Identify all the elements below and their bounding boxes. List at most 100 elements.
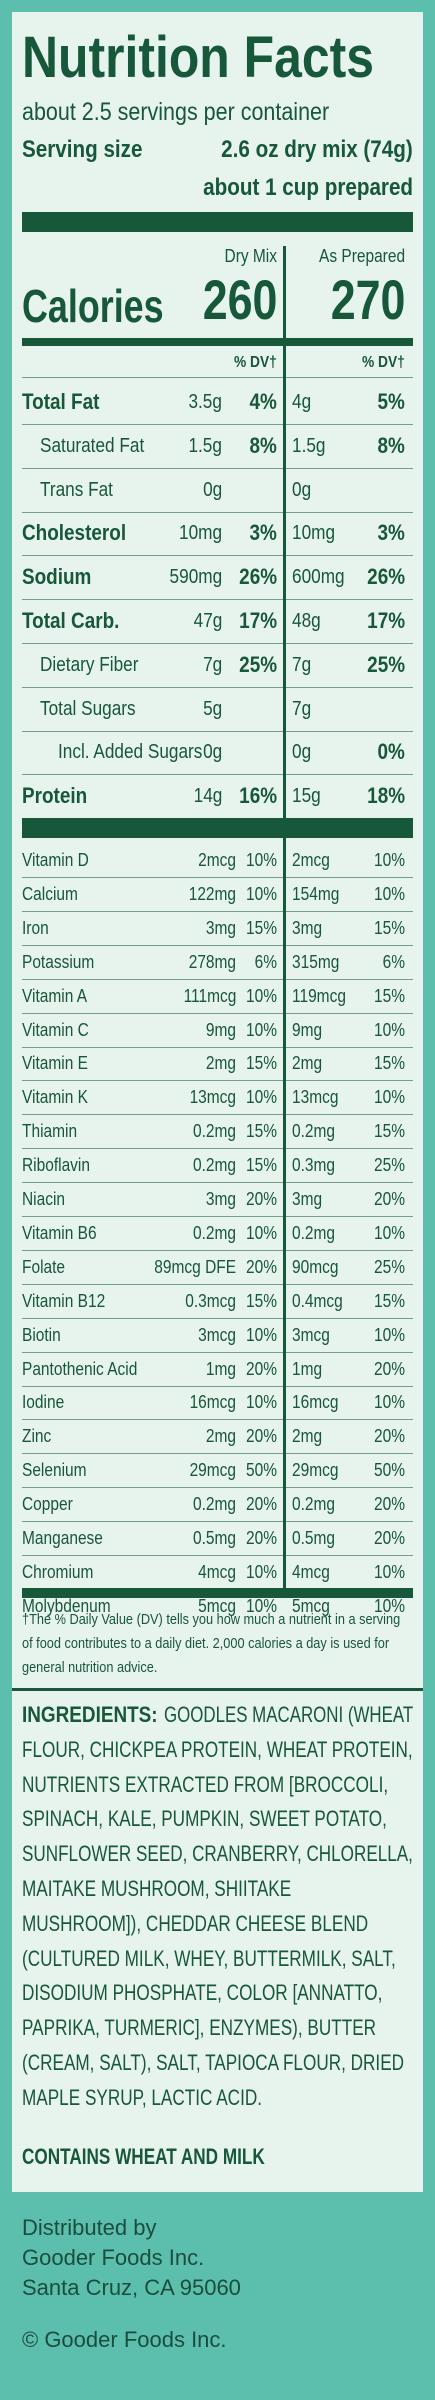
calories-value: 260 (202, 268, 277, 331)
ingredients-line: PAPRIKA, TURMERIC], ENZYMES), BUTTER (22, 2015, 377, 2041)
calories-label: Calories (22, 280, 164, 332)
dry-dv: 10% (246, 1087, 277, 1108)
nutrient-name: Dietary Fiber (40, 653, 139, 676)
medium-bar (22, 1588, 413, 1598)
prep-dv: 10% (374, 1595, 405, 1616)
dry-dv: 15% (246, 917, 277, 938)
dry-amount: 590mg (169, 566, 222, 589)
nutrient-name: Trans Fat (40, 478, 113, 501)
prep-dv: 25% (367, 651, 405, 677)
vitamin-name: Biotin (22, 1324, 61, 1345)
prep-dv: 15% (374, 1290, 405, 1311)
medium-bar (22, 338, 413, 346)
vitamin-name: Vitamin B6 (22, 1222, 97, 1243)
dry-amount: 0.5mg (192, 1528, 236, 1548)
row-rule (22, 1249, 413, 1251)
dry-dv: 4% (249, 389, 277, 414)
servings: about 2.5 servings per container (22, 97, 330, 126)
title: Nutrition Facts (22, 25, 374, 90)
ingredients-line: MAITAKE MUSHROOM, SHIITAKE (22, 1876, 292, 1901)
ingredients-line: (CULTURED MILK, WHEY, BUTTERMILK, SALT, (22, 1945, 396, 1971)
dry-amount: 5g (202, 697, 222, 720)
nutrient-name: Cholesterol (22, 520, 127, 546)
prep-amount: 1.5g (292, 434, 326, 457)
prep-dv: 20% (374, 1189, 405, 1209)
row-rule (22, 1419, 413, 1421)
nutrient-name: Protein (22, 783, 88, 809)
prep-amount: 119mcg (292, 985, 346, 1006)
ingredients-line: FLOUR, CHICKPEA PROTEIN, WHEAT PROTEIN, (22, 1736, 413, 1762)
prep-dv: 26% (367, 564, 405, 590)
dry-amount: 3.5g (188, 391, 222, 413)
ingredients-line: MUSHROOM]), CHEDDAR CHEESE BLEND (22, 1910, 369, 1936)
row-rule (22, 1216, 413, 1217)
prep-dv: 10% (374, 1324, 405, 1345)
dry-amount: 89mcg DFE (154, 1256, 236, 1277)
dry-dv: 20% (246, 1256, 277, 1277)
vitamin-name: Pantothenic Acid (22, 1358, 138, 1379)
dry-dv: 10% (246, 1019, 277, 1040)
dry-amount: 2mg (205, 1053, 236, 1074)
serving-size: 2.6 oz dry mix (74g) (221, 136, 413, 163)
row-rule (22, 686, 413, 688)
prep-amount: 9mg (292, 1019, 323, 1040)
vitamin-name: Selenium (22, 1460, 87, 1481)
dry-dv: 10% (246, 1561, 277, 1582)
dry-amount: 47g (193, 610, 222, 632)
dry-amount: 16mcg (189, 1392, 236, 1413)
serving-size-label: Serving size (22, 136, 143, 163)
row-rule (22, 1521, 413, 1523)
row-rule (22, 1453, 413, 1455)
prep-amount: 0g (292, 478, 312, 501)
row-rule (22, 1588, 413, 1590)
prep-dv: 10% (374, 883, 405, 904)
row-rule (22, 599, 413, 601)
dry-amount: 0.2mg (192, 1222, 236, 1243)
dry-amount: 0.2mg (192, 1121, 236, 1142)
dry-amount: 122mg (188, 883, 236, 904)
nutrient-name: Sodium (22, 564, 92, 590)
vitamin-name: Chromium (22, 1561, 94, 1582)
prep-amount: 2mcg (292, 850, 330, 870)
prep-amount: 0.4mcg (292, 1290, 343, 1311)
dry-dv: 15% (246, 1053, 277, 1074)
prep-amount: 0.5mg (292, 1528, 336, 1548)
dry-dv: 10% (246, 850, 277, 870)
row-rule (22, 555, 413, 557)
vitamin-name: Vitamin B12 (22, 1290, 106, 1311)
prep-dv: 20% (374, 1528, 405, 1548)
dry-dv: 10% (246, 1595, 277, 1616)
dry-dv: 20% (246, 1358, 277, 1379)
row-rule (22, 1148, 413, 1150)
dry-amount: 10mg (178, 522, 222, 545)
dry-amount: 0.3mcg (185, 1290, 236, 1311)
dry-amount: 1.5g (188, 434, 222, 457)
dry-amount: 5mcg (198, 1595, 236, 1616)
prep-dv: 15% (374, 917, 405, 938)
prep-dv: 15% (374, 1053, 405, 1074)
distributor-line: Distributed by (22, 2215, 157, 2240)
row-rule (22, 910, 413, 912)
column-divider (283, 246, 286, 1588)
row-rule (22, 877, 413, 878)
prep-dv: 25% (374, 1256, 405, 1277)
vitamin-name: Iodine (22, 1392, 65, 1413)
dry-amount: 0g (202, 741, 222, 764)
prep-dv: 10% (374, 1087, 405, 1108)
vitamin-name: Copper (22, 1494, 73, 1515)
distributor-line: Gooder Foods Inc. (22, 2245, 205, 2270)
prep-amount: 16mcg (292, 1392, 339, 1413)
row-rule (22, 1351, 413, 1353)
prep-dv: 8% (377, 432, 405, 458)
prep-dv: 18% (367, 783, 405, 809)
row-rule (22, 1317, 413, 1319)
column-heading: As Prepared (318, 246, 405, 266)
row-rule (22, 511, 413, 513)
dry-amount: 2mcg (198, 850, 236, 870)
dry-amount: 0.2mg (192, 1155, 236, 1176)
prep-dv: 5% (377, 389, 405, 414)
dry-amount: 13mcg (189, 1087, 236, 1108)
prep-amount: 3mcg (292, 1324, 330, 1345)
prep-amount: 1mg (292, 1358, 323, 1379)
ingredients-rule (12, 1688, 423, 1691)
